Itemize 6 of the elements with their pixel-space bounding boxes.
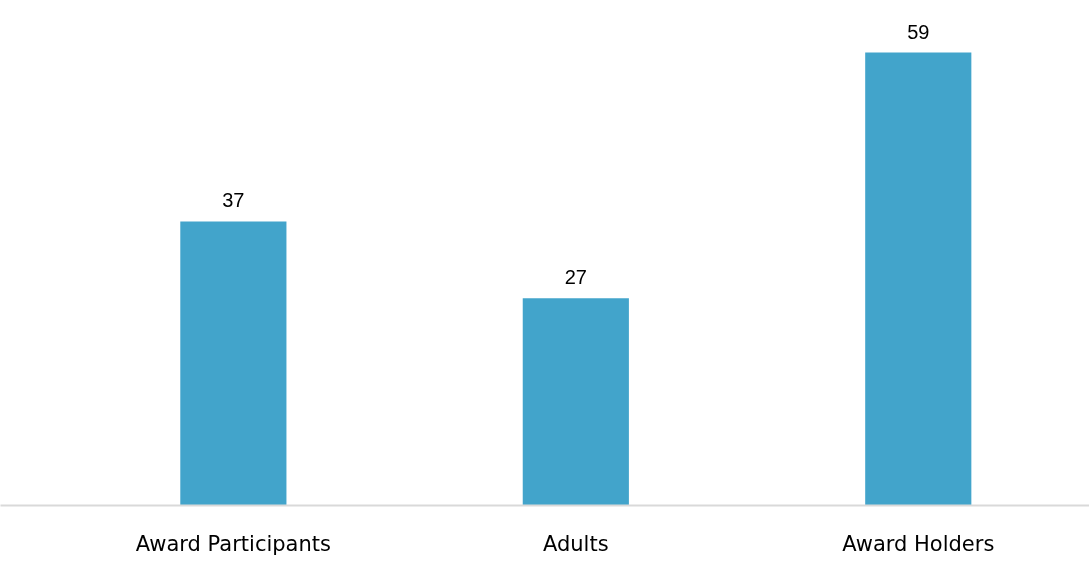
x-tick-label: Award Holders [842,531,995,556]
data-label: 59 [907,20,930,43]
data-label: 37 [222,189,245,212]
data-label: 27 [564,266,587,289]
x-tick-label: Award Participants [135,531,331,556]
x-tick-label: Adults [543,531,609,556]
